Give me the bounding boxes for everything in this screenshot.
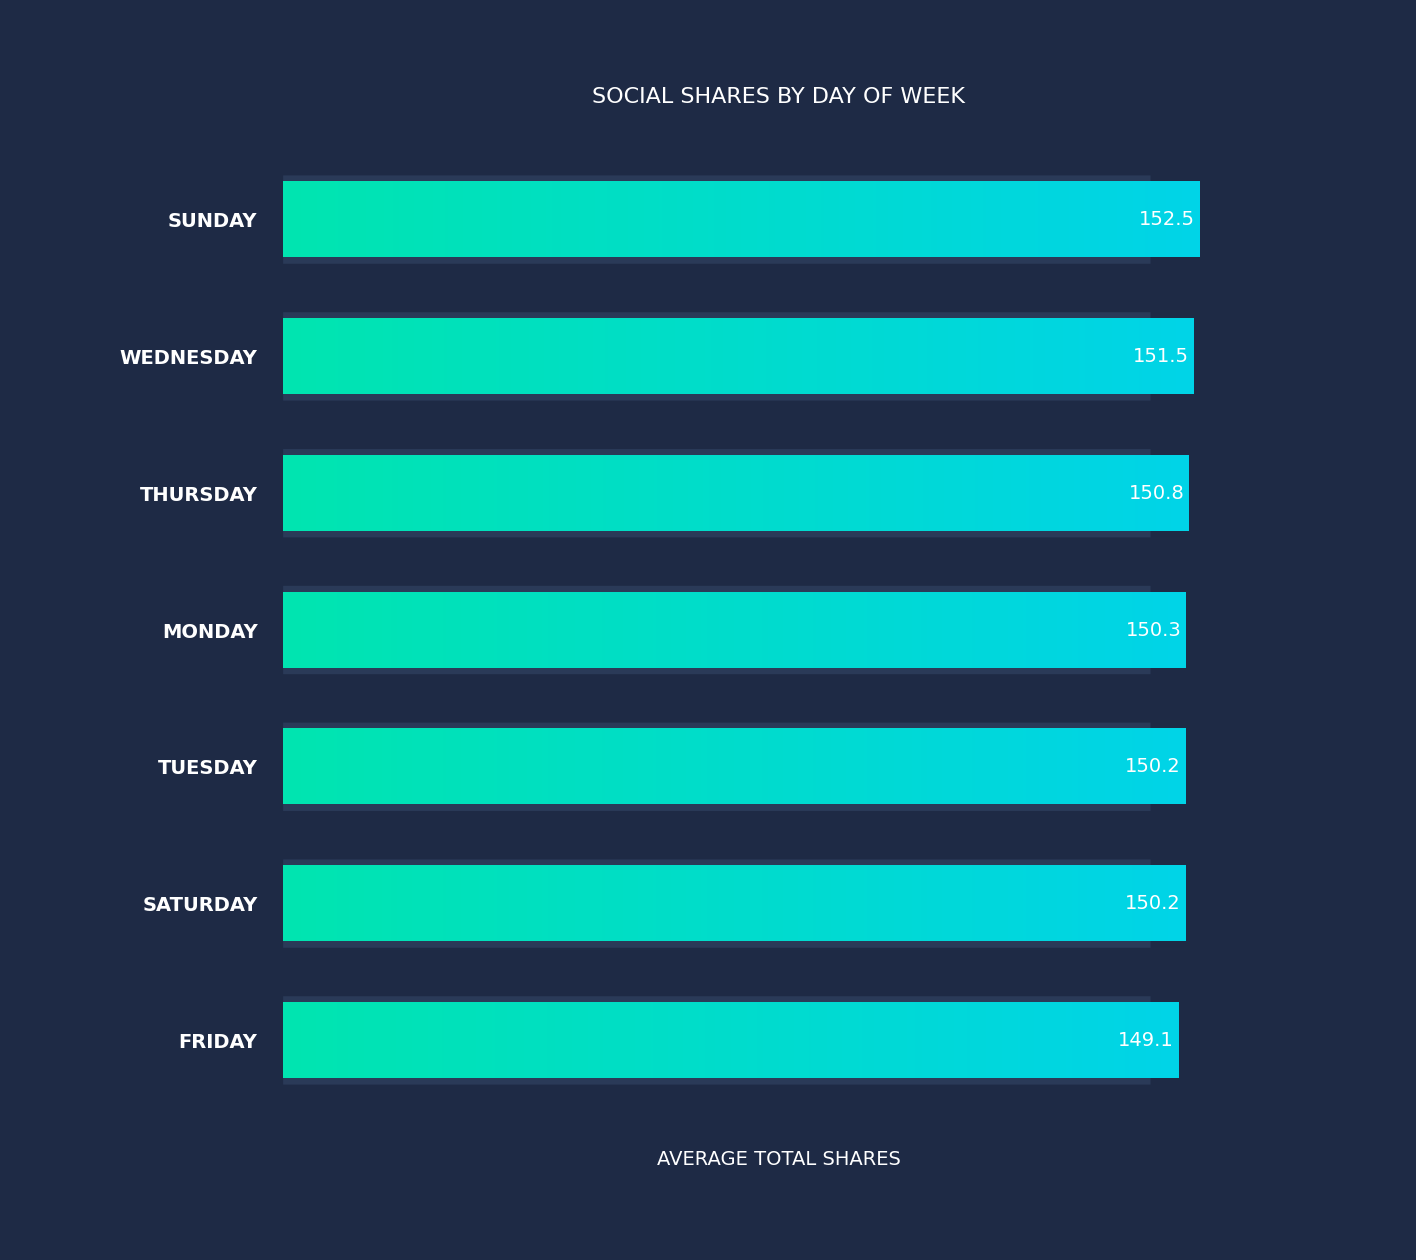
- FancyBboxPatch shape: [283, 859, 1151, 948]
- FancyBboxPatch shape: [283, 586, 1151, 674]
- Text: 150.2: 150.2: [1124, 895, 1181, 913]
- Title: SOCIAL SHARES BY DAY OF WEEK: SOCIAL SHARES BY DAY OF WEEK: [592, 87, 966, 107]
- Text: 150.8: 150.8: [1129, 484, 1184, 503]
- X-axis label: AVERAGE TOTAL SHARES: AVERAGE TOTAL SHARES: [657, 1150, 901, 1169]
- Text: 152.5: 152.5: [1138, 210, 1195, 229]
- Text: 151.5: 151.5: [1133, 346, 1188, 365]
- FancyBboxPatch shape: [283, 997, 1151, 1085]
- FancyBboxPatch shape: [283, 175, 1151, 263]
- FancyBboxPatch shape: [283, 723, 1151, 811]
- Text: 150.3: 150.3: [1126, 620, 1181, 640]
- Text: 149.1: 149.1: [1119, 1031, 1174, 1050]
- FancyBboxPatch shape: [283, 312, 1151, 401]
- FancyBboxPatch shape: [283, 449, 1151, 537]
- Text: 150.2: 150.2: [1124, 757, 1181, 776]
